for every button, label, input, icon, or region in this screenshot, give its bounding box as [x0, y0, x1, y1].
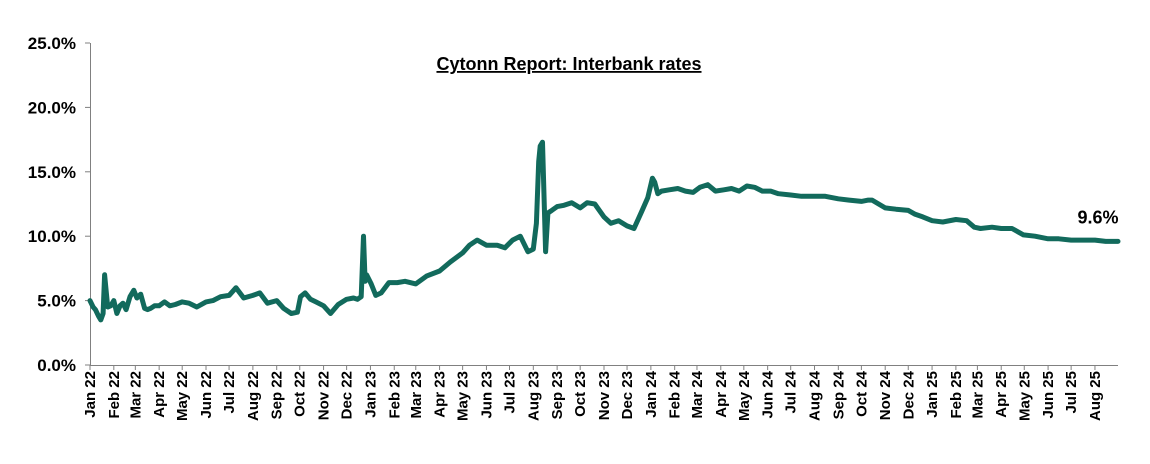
y-axis-ticks: 0.0% 5.0% 10.0% 15.0% 20.0% 25.0%: [28, 34, 90, 375]
x-tick-label: May 24: [736, 370, 753, 421]
data-label-latest: 9.6%: [1077, 207, 1118, 227]
x-tick-label: Jun 24: [760, 370, 777, 418]
x-tick-label: Jan 22: [82, 371, 99, 418]
x-tick-label: Feb 24: [667, 370, 684, 418]
series-line: [87, 139, 1121, 323]
y-tick-label: 10.0%: [28, 227, 76, 246]
x-tick-label: Apr 22: [151, 371, 168, 418]
x-tick-label: Dec 22: [339, 371, 356, 419]
x-tick-label: Jan 24: [643, 370, 660, 417]
x-tick-label: Feb 23: [386, 371, 403, 419]
x-tick-label: Nov 23: [596, 371, 613, 420]
x-tick-label: Jun 25: [1040, 371, 1057, 419]
x-tick-label: Dec 24: [900, 370, 917, 419]
x-tick-label: Aug 25: [1087, 371, 1104, 421]
x-tick-label: Jul 23: [501, 371, 518, 414]
x-tick-label: Jul 24: [783, 370, 800, 413]
x-tick-label: Aug 22: [245, 371, 262, 421]
x-tick-label: May 25: [1016, 371, 1033, 421]
x-tick-label: Oct 23: [572, 371, 589, 417]
x-tick-label: Jun 22: [198, 371, 215, 419]
y-tick-label: 15.0%: [28, 163, 76, 182]
x-tick-label: Aug 23: [525, 371, 542, 421]
y-tick-label: 20.0%: [28, 98, 76, 117]
y-tick-label: 0.0%: [37, 356, 76, 375]
x-tick-label: Jan 23: [362, 371, 379, 418]
x-tick-label: May 22: [174, 371, 191, 421]
x-tick-label: Mar 24: [689, 370, 706, 418]
x-tick-label: Jun 23: [478, 371, 495, 419]
x-tick-label: Apr 23: [432, 371, 449, 418]
x-tick-label: Dec 23: [619, 371, 636, 419]
x-tick-label: Oct 22: [292, 371, 309, 417]
chart-title: Cytonn Report: Interbank rates: [436, 54, 701, 74]
y-tick-label: 5.0%: [37, 292, 76, 311]
x-tick-label: Sep 24: [830, 370, 847, 419]
x-axis-ticks: Jan 22 Feb 22 Mar 22 Apr 22 May 22 Jun 22 Jul …: [82, 365, 1104, 421]
x-tick-label: Mar 23: [408, 371, 425, 419]
x-tick-label: Sep 22: [269, 371, 286, 419]
x-tick-label: Jan 25: [924, 371, 941, 418]
x-tick-label: Mar 25: [969, 371, 986, 419]
x-tick-label: Jul 22: [221, 371, 238, 414]
x-tick-label: Apr 24: [713, 370, 730, 417]
x-tick-label: Jul 25: [1063, 371, 1080, 414]
x-tick-label: Nov 24: [877, 370, 894, 420]
x-tick-label: Oct 24: [853, 370, 870, 417]
x-tick-label: May 23: [455, 371, 472, 421]
x-tick-label: Apr 25: [993, 371, 1010, 418]
x-tick-label: Nov 22: [316, 371, 333, 420]
x-tick-label: Aug 24: [807, 370, 824, 421]
x-tick-label: Feb 25: [948, 371, 965, 419]
x-tick-label: Feb 22: [106, 371, 123, 419]
x-tick-label: Sep 23: [549, 371, 566, 419]
x-tick-label: Mar 22: [127, 371, 144, 419]
y-tick-label: 25.0%: [28, 34, 76, 53]
